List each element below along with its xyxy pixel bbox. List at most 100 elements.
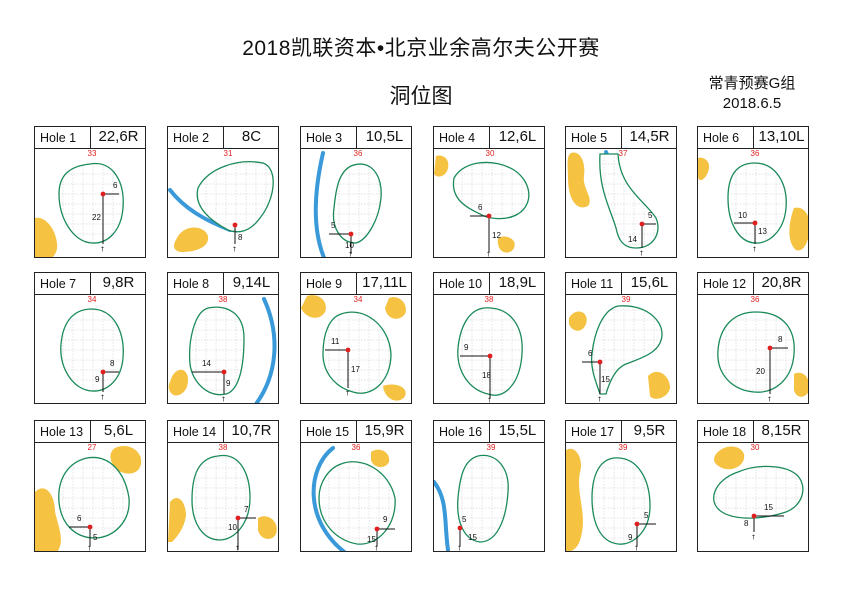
green-diagram: † 30 15 8 — [713, 443, 804, 541]
hole-card: Hole 3 10,5L † 36 5 10 — [300, 126, 412, 258]
green-depth-label: 36 — [751, 295, 760, 304]
header-divider — [489, 127, 490, 148]
hole-card: Hole 11 15,6L † 39 6 15 — [565, 272, 677, 404]
header-divider — [621, 273, 622, 294]
hole-card: Hole 1 22,6R † 33 6 22 — [34, 126, 146, 258]
hole-card-header: Hole 10 18,9L — [434, 273, 544, 295]
pin-marker — [235, 515, 241, 521]
green-outline — [58, 456, 130, 539]
green-front-marker: † — [101, 246, 104, 253]
hole-card-header: Hole 16 15,5L — [434, 421, 544, 443]
green-front-marker: † — [488, 397, 491, 403]
header-divider — [90, 421, 91, 442]
header-divider — [223, 421, 224, 442]
side-distance-label: 5 — [331, 221, 336, 230]
green-depth-label: 36 — [352, 443, 361, 452]
hole-card-header: Hole 1 22,6R — [35, 127, 145, 149]
green-diagram: † 39 515 — [434, 443, 509, 551]
green-outline — [457, 454, 509, 543]
green-diagram: † 36 10 13 — [698, 149, 808, 253]
green-outline — [60, 308, 124, 392]
depth-distance-label: 13 — [758, 227, 767, 236]
green-depth-label: 33 — [88, 149, 97, 158]
pin-position: 10,5L — [365, 128, 404, 145]
green-outline — [188, 306, 245, 396]
bunker — [35, 217, 58, 257]
green-diagram: † 36 8 20 — [717, 295, 808, 403]
hole-card: Hole 4 12,6L † 30 6 12 — [433, 126, 545, 258]
hole-number: Hole 13 — [40, 425, 84, 439]
depth-distance-label: 15 — [367, 535, 376, 544]
bunker — [301, 295, 326, 318]
green-depth-label: 39 — [622, 295, 631, 304]
water-hazard — [434, 480, 450, 551]
side-distance-label: 14 — [202, 359, 211, 368]
green-front-marker: † — [598, 396, 601, 403]
bunker — [789, 207, 808, 251]
hole-card: Hole 6 13,10L † 36 10 13 — [697, 126, 809, 258]
green-diagram: † 31 8 — [168, 149, 274, 253]
green-depth-label: 39 — [619, 443, 628, 452]
green-outline — [452, 161, 530, 220]
hole-card: Hole 12 20,8R † 36 8 20 — [697, 272, 809, 404]
header-divider — [90, 273, 91, 294]
pin-position: 13,10L — [758, 128, 805, 145]
depth-distance-label: 14 — [628, 235, 637, 244]
green-diagram: † 27 6 5 — [35, 443, 142, 551]
depth-distance-label: 12 — [492, 231, 501, 240]
hole-number: Hole 3 — [306, 131, 343, 145]
green-diagram: † 37 5 14 — [567, 149, 659, 257]
header-divider — [489, 421, 490, 442]
side-distance-label: 6 — [77, 514, 82, 523]
green-diagram: † 39 5 9 — [566, 443, 656, 551]
green-diagram: † 33 6 22 — [35, 149, 124, 257]
green-outline — [591, 457, 651, 545]
bunker — [794, 372, 808, 397]
hole-number: Hole 15 — [306, 425, 350, 439]
green-outline — [191, 454, 251, 541]
depth-distance-label: 15 — [601, 375, 610, 384]
side-distance-label: 15 — [764, 503, 773, 512]
bunker — [258, 516, 277, 539]
yardage-grid — [457, 307, 523, 396]
side-distance-label: 10 — [738, 211, 747, 220]
hole-card-header: Hole 4 12,6L — [434, 127, 544, 149]
green-front-marker: † — [349, 251, 352, 257]
hole-number: Hole 7 — [40, 277, 77, 291]
bunker — [371, 449, 390, 468]
green-depth-label: 38 — [219, 295, 228, 304]
green-front-marker: † — [233, 246, 236, 253]
green-outline — [318, 461, 396, 545]
hole-number: Hole 8 — [173, 277, 210, 291]
green-front-marker: † — [635, 545, 638, 551]
hole-number: Hole 18 — [703, 425, 747, 439]
hole-card-header: Hole 5 14,5R — [566, 127, 676, 149]
green-outline — [196, 161, 274, 233]
hole-card-header: Hole 17 9,5R — [566, 421, 676, 443]
green-front-marker: † — [346, 390, 349, 397]
header-divider — [356, 273, 357, 294]
green-depth-label: 31 — [224, 149, 233, 158]
water-hazard — [311, 446, 347, 551]
green-depth-label: 36 — [354, 149, 363, 158]
hole-card: Hole 17 9,5R † 39 5 9 — [565, 420, 677, 552]
green-depth-label: 30 — [751, 443, 760, 452]
pin-position: 5,6L — [103, 422, 134, 439]
pin-position: 18,9L — [498, 274, 537, 291]
header-divider — [753, 421, 754, 442]
pin-marker — [639, 221, 645, 227]
hole-card-header: Hole 13 5,6L — [35, 421, 145, 443]
hole-card: Hole 8 9,14L † 38 14 9 — [167, 272, 279, 404]
depth-distance-label: 10 — [345, 241, 354, 250]
header-divider — [621, 421, 622, 442]
green-outline — [713, 465, 804, 519]
pin-marker — [374, 526, 380, 532]
pin-position: 15,9R — [364, 422, 405, 439]
green-diagram: † 39 6 15 — [569, 295, 670, 403]
side-distance-label: 6 — [478, 203, 483, 212]
pin-marker — [221, 369, 227, 375]
depth-distance-label: 22 — [92, 213, 101, 222]
hole-number: Hole 6 — [703, 131, 740, 145]
bunker — [174, 227, 209, 252]
hole-number: Hole 16 — [439, 425, 483, 439]
